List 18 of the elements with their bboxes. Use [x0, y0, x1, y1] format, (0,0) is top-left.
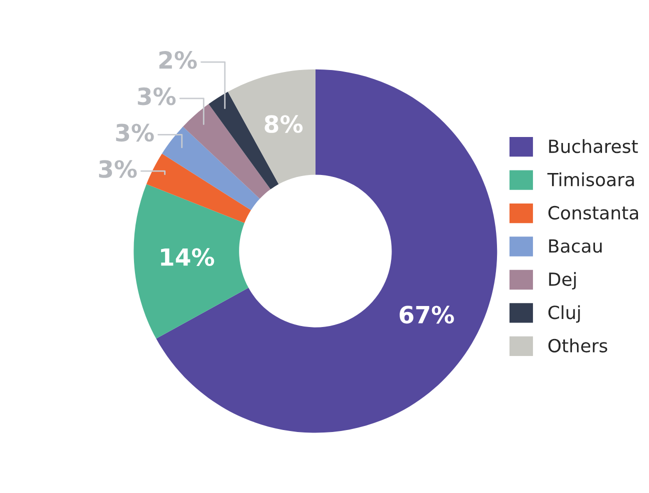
data-label: 67% [400, 306, 454, 324]
data-label: 3% [138, 87, 176, 106]
data-label: 8% [264, 115, 303, 133]
legend-label: Bacau [549, 239, 602, 253]
donut-slice [162, 126, 260, 210]
data-label: 3% [99, 160, 137, 178]
data-label: 3% [116, 124, 154, 142]
legend-label: Constanta [548, 206, 638, 220]
legend-label: Timisoara [547, 172, 634, 186]
legend-label: Bucharest [549, 139, 638, 154]
legend-label: Dej [549, 272, 576, 290]
legend-label: Others [548, 338, 608, 352]
donut-slice [228, 69, 316, 184]
legend-label: Cluj [548, 305, 580, 323]
data-label: 14% [161, 248, 214, 266]
donut-slice [134, 184, 249, 339]
data-label: 2% [159, 51, 197, 69]
donut-slice [146, 154, 251, 223]
